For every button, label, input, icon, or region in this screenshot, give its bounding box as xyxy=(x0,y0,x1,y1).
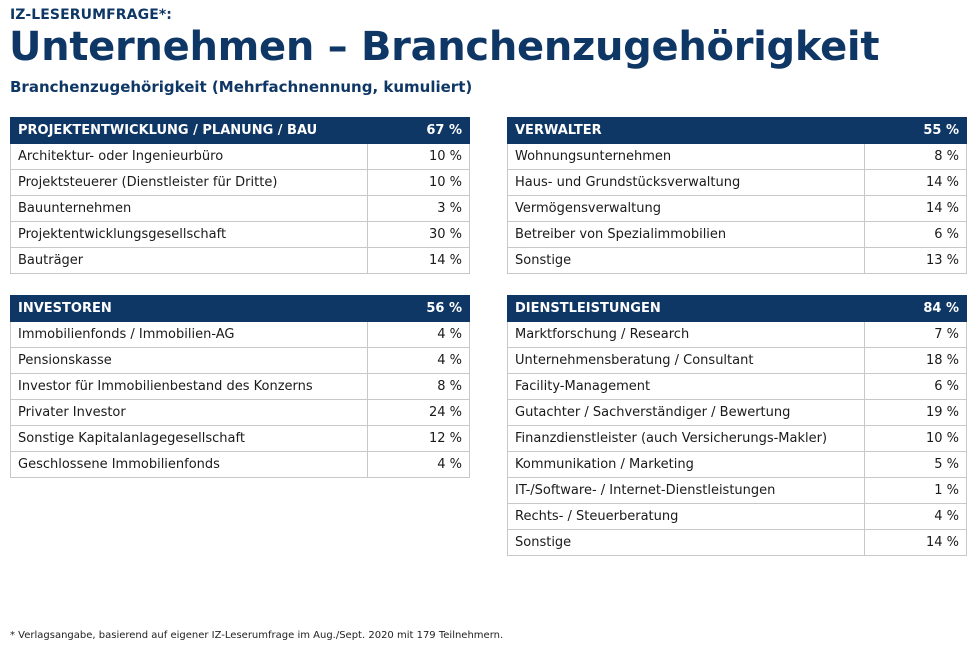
row-label: Bauträger xyxy=(10,247,368,274)
row-value: 8 % xyxy=(864,143,967,170)
row-value: 10 % xyxy=(864,425,967,452)
row-label: Facility-Management xyxy=(507,373,865,400)
table-header-row: INVESTOREN 56 % xyxy=(10,295,470,322)
row-value: 14 % xyxy=(864,169,967,196)
table-dienstleistungen: DIENSTLEISTUNGEN 84 % Marktforschung / Res… xyxy=(507,295,967,556)
row-value: 14 % xyxy=(864,529,967,556)
row-value: 24 % xyxy=(367,399,470,426)
row-label: IT-/Software- / Internet-Dienstleistunge… xyxy=(507,477,865,504)
row-value: 14 % xyxy=(367,247,470,274)
row-value: 8 % xyxy=(367,373,470,400)
table-header-row: DIENSTLEISTUNGEN 84 % xyxy=(507,295,967,322)
table-row: Bauträger 14 % xyxy=(10,247,470,274)
category-total: 67 % xyxy=(367,117,470,144)
category-total: 56 % xyxy=(367,295,470,322)
table-row: Sonstige 13 % xyxy=(507,247,967,274)
row-label: Bauunternehmen xyxy=(10,195,368,222)
table-row: Betreiber von Spezialimmobilien 6 % xyxy=(507,221,967,248)
row-value: 18 % xyxy=(864,347,967,374)
table-row: Facility-Management 6 % xyxy=(507,373,967,400)
row-value: 10 % xyxy=(367,169,470,196)
table-verwalter: VERWALTER 55 % Wohnungsunternehmen 8 % Haus-… xyxy=(507,117,967,274)
table-row: Haus- und Grundstücksverwaltung 14 % xyxy=(507,169,967,196)
category-total: 84 % xyxy=(864,295,967,322)
table-row: Geschlossene Immobilienfonds 4 % xyxy=(10,451,470,478)
category-title: INVESTOREN xyxy=(10,295,368,322)
row-label: Unternehmensberatung / Consultant xyxy=(507,347,865,374)
row-label: Pensionskasse xyxy=(10,347,368,374)
row-label: Sonstige Kapitalanlagegesellschaft xyxy=(10,425,368,452)
row-label: Finanzdienstleister (auch Versicherungs-… xyxy=(507,425,865,452)
row-value: 5 % xyxy=(864,451,967,478)
row-label: Kommunikation / Marketing xyxy=(507,451,865,478)
table-header-row: PROJEKTENTWICKLUNG / PLANUNG / BAU 67 % xyxy=(10,117,470,144)
row-value: 4 % xyxy=(367,321,470,348)
row-label: Gutachter / Sachverständiger / Bewertung xyxy=(507,399,865,426)
row-label: Betreiber von Spezialimmobilien xyxy=(507,221,865,248)
table-row: Projektentwicklungsgesellschaft 30 % xyxy=(10,221,470,248)
table-row: Kommunikation / Marketing 5 % xyxy=(507,451,967,478)
row-label: Haus- und Grundstücksverwaltung xyxy=(507,169,865,196)
kicker-label: IZ-LESERUMFRAGE*: xyxy=(10,7,172,23)
category-title: PROJEKTENTWICKLUNG / PLANUNG / BAU xyxy=(10,117,368,144)
row-label: Immobilienfonds / Immobilien-AG xyxy=(10,321,368,348)
table-row: Investor für Immobilienbestand des Konze… xyxy=(10,373,470,400)
table-row: Marktforschung / Research 7 % xyxy=(507,321,967,348)
table-row: Projektsteuerer (Dienstleister für Dritt… xyxy=(10,169,470,196)
table-row: Unternehmensberatung / Consultant 18 % xyxy=(507,347,967,374)
row-label: Investor für Immobilienbestand des Konze… xyxy=(10,373,368,400)
row-value: 6 % xyxy=(864,373,967,400)
table-investoren: INVESTOREN 56 % Immobilienfonds / Immobili… xyxy=(10,295,470,478)
row-value: 4 % xyxy=(367,347,470,374)
row-value: 12 % xyxy=(367,425,470,452)
row-label: Projektsteuerer (Dienstleister für Dritt… xyxy=(10,169,368,196)
table-row: Pensionskasse 4 % xyxy=(10,347,470,374)
row-label: Geschlossene Immobilienfonds xyxy=(10,451,368,478)
table-row: Sonstige Kapitalanlagegesellschaft 12 % xyxy=(10,425,470,452)
row-value: 10 % xyxy=(367,143,470,170)
table-row: Bauunternehmen 3 % xyxy=(10,195,470,222)
page-title: Unternehmen – Branchenzugehörigkeit xyxy=(9,24,880,70)
table-row: Sonstige 14 % xyxy=(507,529,967,556)
row-value: 14 % xyxy=(864,195,967,222)
table-row: Privater Investor 24 % xyxy=(10,399,470,426)
row-label: Sonstige xyxy=(507,529,865,556)
row-value: 19 % xyxy=(864,399,967,426)
row-value: 6 % xyxy=(864,221,967,248)
table-row: IT-/Software- / Internet-Dienstleistunge… xyxy=(507,477,967,504)
table-row: Rechts- / Steuerberatung 4 % xyxy=(507,503,967,530)
row-value: 30 % xyxy=(367,221,470,248)
table-row: Finanzdienstleister (auch Versicherungs-… xyxy=(507,425,967,452)
row-label: Vermögensverwaltung xyxy=(507,195,865,222)
category-title: DIENSTLEISTUNGEN xyxy=(507,295,865,322)
row-label: Marktforschung / Research xyxy=(507,321,865,348)
table-projektentwicklung: PROJEKTENTWICKLUNG / PLANUNG / BAU 67 % Ar… xyxy=(10,117,470,274)
table-row: Vermögensverwaltung 14 % xyxy=(507,195,967,222)
row-label: Sonstige xyxy=(507,247,865,274)
table-row: Immobilienfonds / Immobilien-AG 4 % xyxy=(10,321,470,348)
row-label: Architektur- oder Ingenieurbüro xyxy=(10,143,368,170)
table-row: Gutachter / Sachverständiger / Bewertung… xyxy=(507,399,967,426)
footnote: * Verlagsangabe, basierend auf eigener I… xyxy=(10,630,504,641)
table-row: Wohnungsunternehmen 8 % xyxy=(507,143,967,170)
page-subtitle: Branchenzugehörigkeit (Mehrfachnennung, … xyxy=(10,78,473,96)
table-row: Architektur- oder Ingenieurbüro 10 % xyxy=(10,143,470,170)
row-label: Rechts- / Steuerberatung xyxy=(507,503,865,530)
row-value: 1 % xyxy=(864,477,967,504)
row-value: 7 % xyxy=(864,321,967,348)
row-value: 13 % xyxy=(864,247,967,274)
category-total: 55 % xyxy=(864,117,967,144)
table-header-row: VERWALTER 55 % xyxy=(507,117,967,144)
row-value: 3 % xyxy=(367,195,470,222)
row-label: Wohnungsunternehmen xyxy=(507,143,865,170)
row-label: Privater Investor xyxy=(10,399,368,426)
row-label: Projektentwicklungsgesellschaft xyxy=(10,221,368,248)
category-title: VERWALTER xyxy=(507,117,865,144)
row-value: 4 % xyxy=(864,503,967,530)
row-value: 4 % xyxy=(367,451,470,478)
